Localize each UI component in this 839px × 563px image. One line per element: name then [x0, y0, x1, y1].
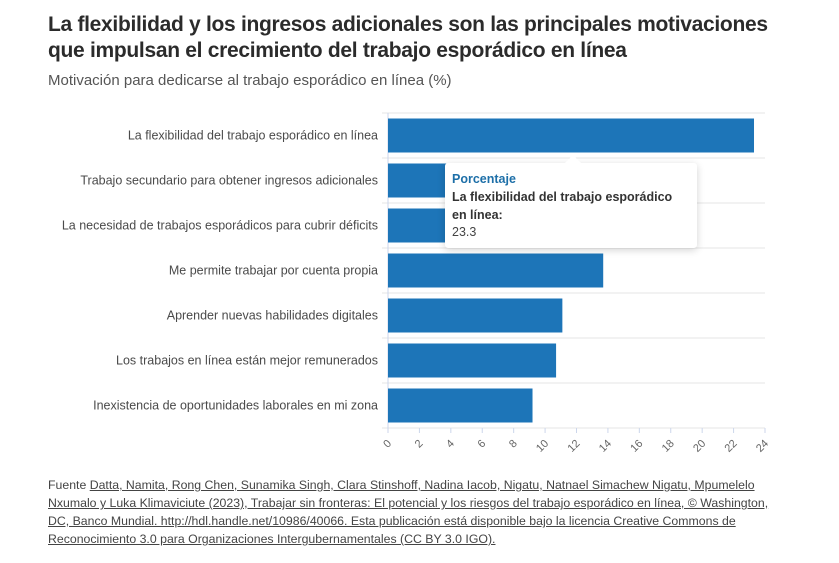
bar[interactable] [388, 388, 533, 423]
x-tick-label: 12 [565, 438, 582, 455]
x-tick-label: 18 [660, 438, 677, 455]
bar[interactable] [388, 343, 557, 378]
x-tick-label: 22 [723, 438, 740, 455]
x-tick-label: 10 [534, 438, 551, 455]
tooltip-caret [565, 155, 581, 163]
x-tick-label: 8 [507, 438, 520, 451]
category-labels: La flexibilidad del trabajo esporádico e… [62, 129, 378, 413]
bar-chart: La flexibilidad del trabajo esporádico e… [62, 112, 771, 455]
x-tick-label: 14 [597, 438, 614, 455]
tooltip-label: La flexibilidad del trabajo esporádico e… [452, 190, 673, 222]
tooltip-title: Porcentaje [452, 172, 516, 186]
category-label: Inexistencia de oportunidades laborales … [93, 399, 378, 413]
x-tick-label: 2 [413, 438, 426, 451]
category-label: La flexibilidad del trabajo esporádico e… [128, 129, 378, 143]
x-tick-label: 24 [754, 438, 771, 455]
bar[interactable] [388, 298, 563, 333]
bar[interactable] [388, 118, 755, 153]
chart-subtitle: Motivación para dedicarse al trabajo esp… [48, 72, 452, 89]
tooltip-value: 23.3 [452, 225, 477, 239]
category-label: Los trabajos en línea están mejor remune… [116, 354, 378, 368]
x-tick-label: 16 [628, 438, 645, 455]
category-label: Me permite trabajar por cuenta propia [169, 264, 378, 278]
tooltip: Porcentaje La flexibilidad del trabajo e… [445, 155, 697, 248]
category-label: La necesidad de trabajos esporádicos par… [62, 219, 378, 233]
x-tick-label: 20 [691, 438, 708, 455]
source-prefix: Fuente [48, 478, 90, 492]
x-axis-ticks: 0 2 4 6 8 10 12 14 16 18 20 22 24 [381, 428, 771, 455]
x-tick-label: 6 [476, 438, 489, 451]
source-link[interactable]: Datta, Namita, Rong Chen, Sunamika Singh… [48, 478, 769, 546]
chart-title: La flexibilidad y los ingresos adicional… [48, 13, 768, 62]
x-tick-label: 0 [381, 438, 394, 451]
x-tick-label: 4 [444, 438, 457, 451]
bar[interactable] [388, 253, 604, 288]
category-label: Trabajo secundario para obtener ingresos… [80, 174, 378, 188]
source-footer: Fuente Datta, Namita, Rong Chen, Sunamik… [48, 476, 788, 548]
category-label: Aprender nuevas habilidades digitales [167, 309, 378, 323]
